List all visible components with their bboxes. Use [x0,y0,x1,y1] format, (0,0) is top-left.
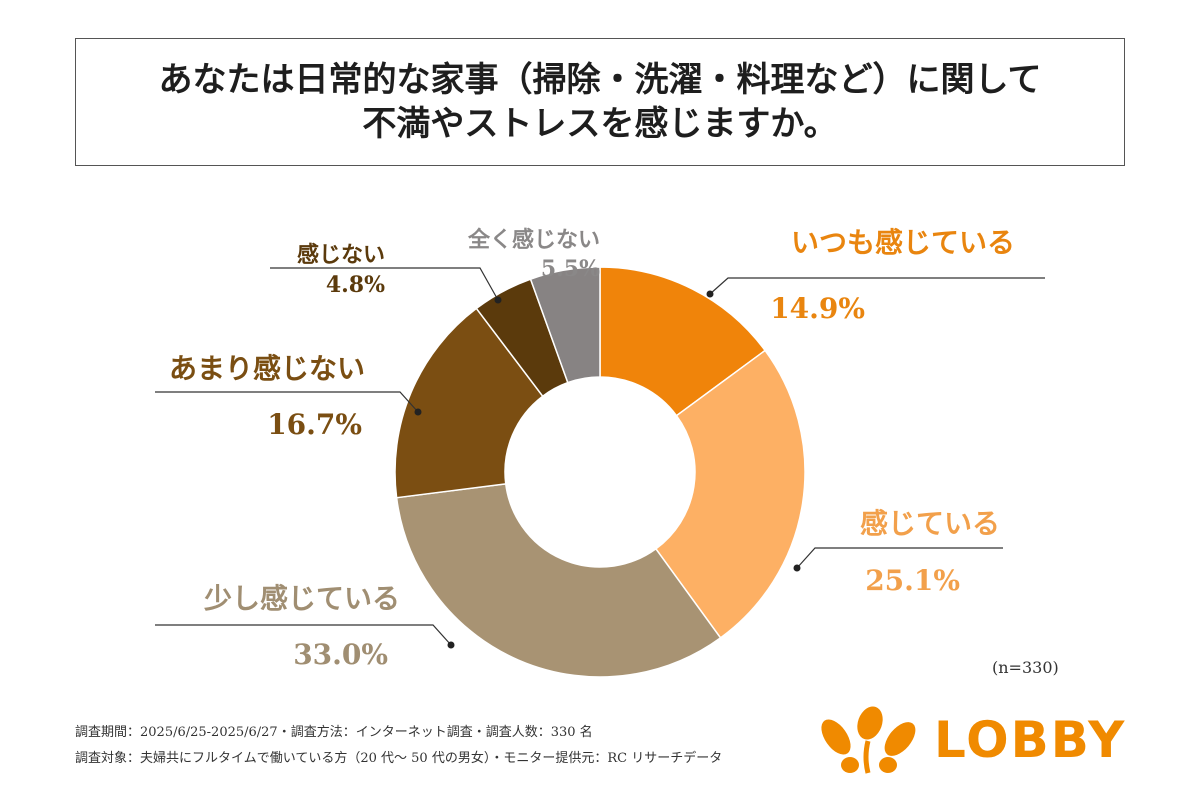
lobby-logo: LOBBY [812,700,1132,780]
category-label-4: あまり感じない [169,352,365,385]
sample-size-note: (n=330) [992,658,1059,677]
chart-title-line-1: あなたは日常的な家事（掃除・洗濯・料理など）に関して [158,60,1042,100]
donut-slice-3 [395,483,722,678]
footer-survey-period: 調査期間：2025/6/25-2025/6/27・調査方法：インターネット調査・… [75,725,593,740]
leader-dot-2 [793,564,801,572]
category-label-3: 少し感じている [204,582,400,615]
leader-dot-1 [706,290,714,298]
leader-dot-4 [414,408,422,416]
donut-slice-1 [599,266,767,417]
donut-slice-6 [529,266,601,384]
leader-dot-5 [494,296,502,304]
leader-dot-3 [447,641,455,649]
value-label-2: 25.1% [865,564,960,597]
value-label-3: 33.0% [293,638,388,671]
chart-title-line-2: 不満やストレスを感じますか。 [362,104,838,144]
value-label-5: 4.8% [326,272,385,298]
logo-text: LOBBY [934,711,1127,769]
donut-slice-2 [654,349,806,639]
category-label-6: 全く感じない [467,227,600,253]
category-label-5: 感じない [297,242,385,268]
footer-survey-target: 調査対象：夫婦共にフルタイムで働いている方（20 代〜 50 代の男女）・モニタ… [75,751,723,766]
logo-flower-icon [821,706,916,774]
leader-line-3 [155,624,452,646]
value-label-1: 14.9% [770,292,865,325]
leader-line-4 [155,391,419,413]
donut-slice-4 [394,307,544,499]
value-label-6: 5.5% [541,256,600,282]
leader-line-2 [796,547,1003,569]
leader-line-5 [270,267,499,301]
category-label-1: いつも感じている [791,226,1015,259]
category-label-2: 感じている [860,507,1000,540]
leader-line-1 [709,277,1045,295]
value-label-4: 16.7% [267,408,362,441]
title-box: あなたは日常的な家事（掃除・洗濯・料理など）に関して 不満やストレスを感じますか… [75,38,1125,166]
